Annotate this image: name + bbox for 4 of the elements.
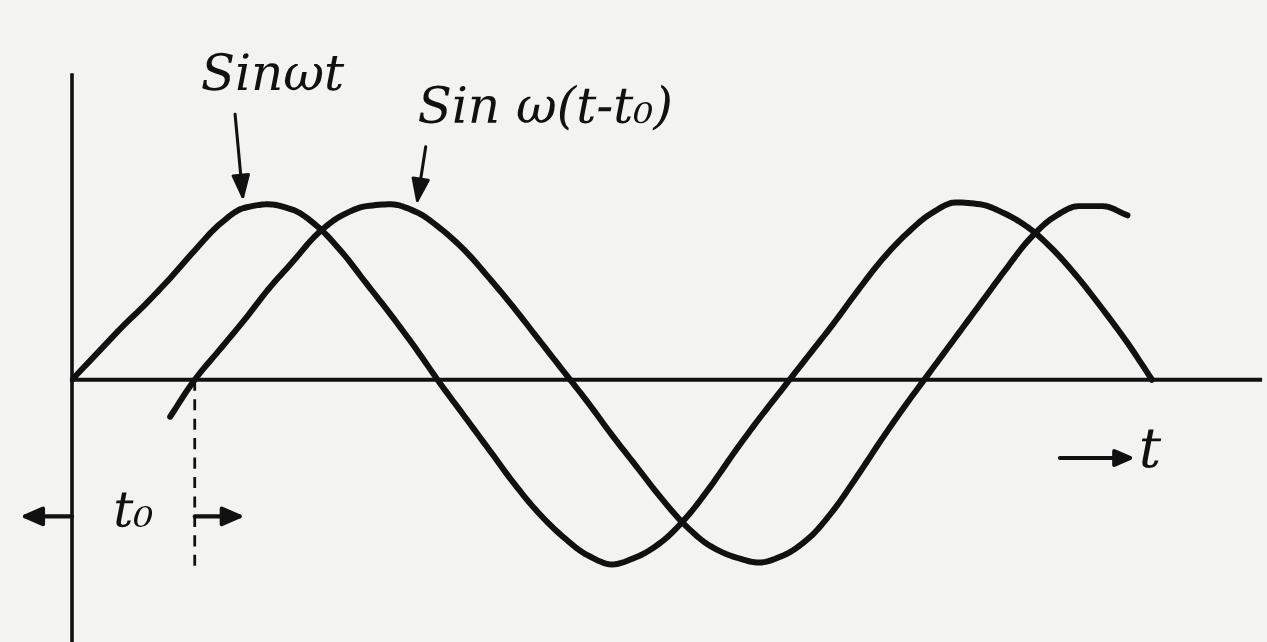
annotation: t₀ <box>116 492 153 528</box>
series-label: Sin ω(t-t₀) <box>419 84 670 131</box>
x-axis-title: t <box>1141 429 1162 468</box>
text: Sinωt <box>202 52 345 91</box>
